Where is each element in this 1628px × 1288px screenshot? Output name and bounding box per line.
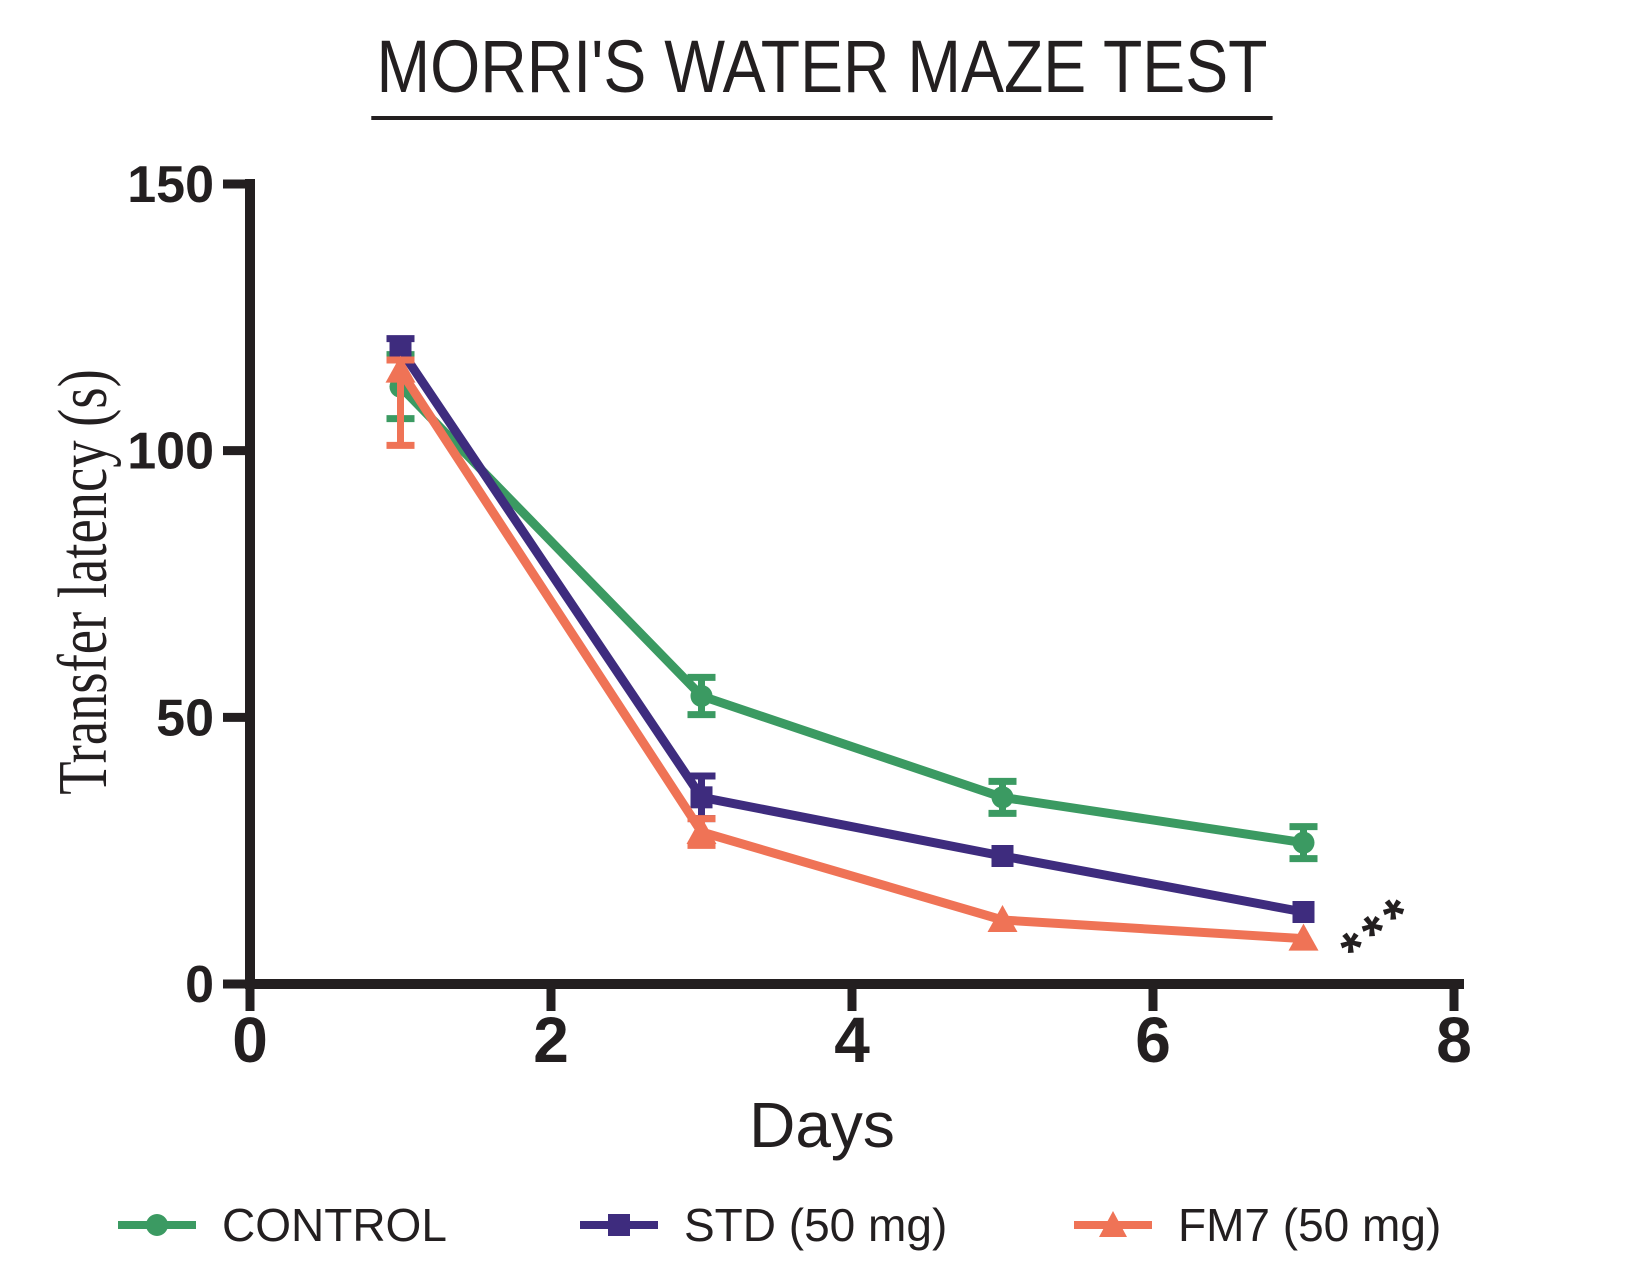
chart-title-text: MORRI'S WATER MAZE TEST	[371, 28, 1273, 120]
series-line-std-50-mg	[396, 346, 1305, 917]
x-tick-label: 8	[1436, 1004, 1472, 1076]
marker-circle	[1292, 831, 1315, 854]
marker-square	[389, 338, 412, 361]
marker-triangle	[686, 817, 717, 844]
y-tick-label: 150	[127, 156, 214, 214]
x-tick-label: 6	[1135, 1004, 1171, 1076]
marker-circle	[690, 685, 713, 707]
significance-annotation: ***	[1329, 882, 1430, 979]
series-std-50-mg	[386, 335, 1315, 923]
x-tick-label: 0	[232, 1004, 268, 1076]
y-tick-label: 100	[127, 423, 214, 481]
marker-circle	[991, 786, 1014, 809]
x-tick-label: 2	[533, 1004, 569, 1076]
marker-triangle	[987, 905, 1018, 932]
marker-square	[690, 786, 713, 809]
marker-square	[991, 845, 1014, 867]
x-tick-label: 4	[834, 1004, 870, 1076]
chart-title: MORRI'S WATER MAZE TEST	[304, 28, 1340, 120]
series-line-control	[397, 383, 1305, 848]
marker-square	[1292, 901, 1315, 923]
y-tick-label: 0	[185, 956, 214, 1014]
series-line-fm7-50-mg	[396, 368, 1304, 944]
series-control	[386, 351, 1318, 863]
y-tick-label: 50	[156, 689, 214, 747]
marker-triangle	[1288, 923, 1319, 951]
series-fm7-50-mg	[385, 355, 1319, 951]
marker-triangle	[385, 355, 416, 383]
x-axis-label: Days	[749, 1089, 895, 1161]
